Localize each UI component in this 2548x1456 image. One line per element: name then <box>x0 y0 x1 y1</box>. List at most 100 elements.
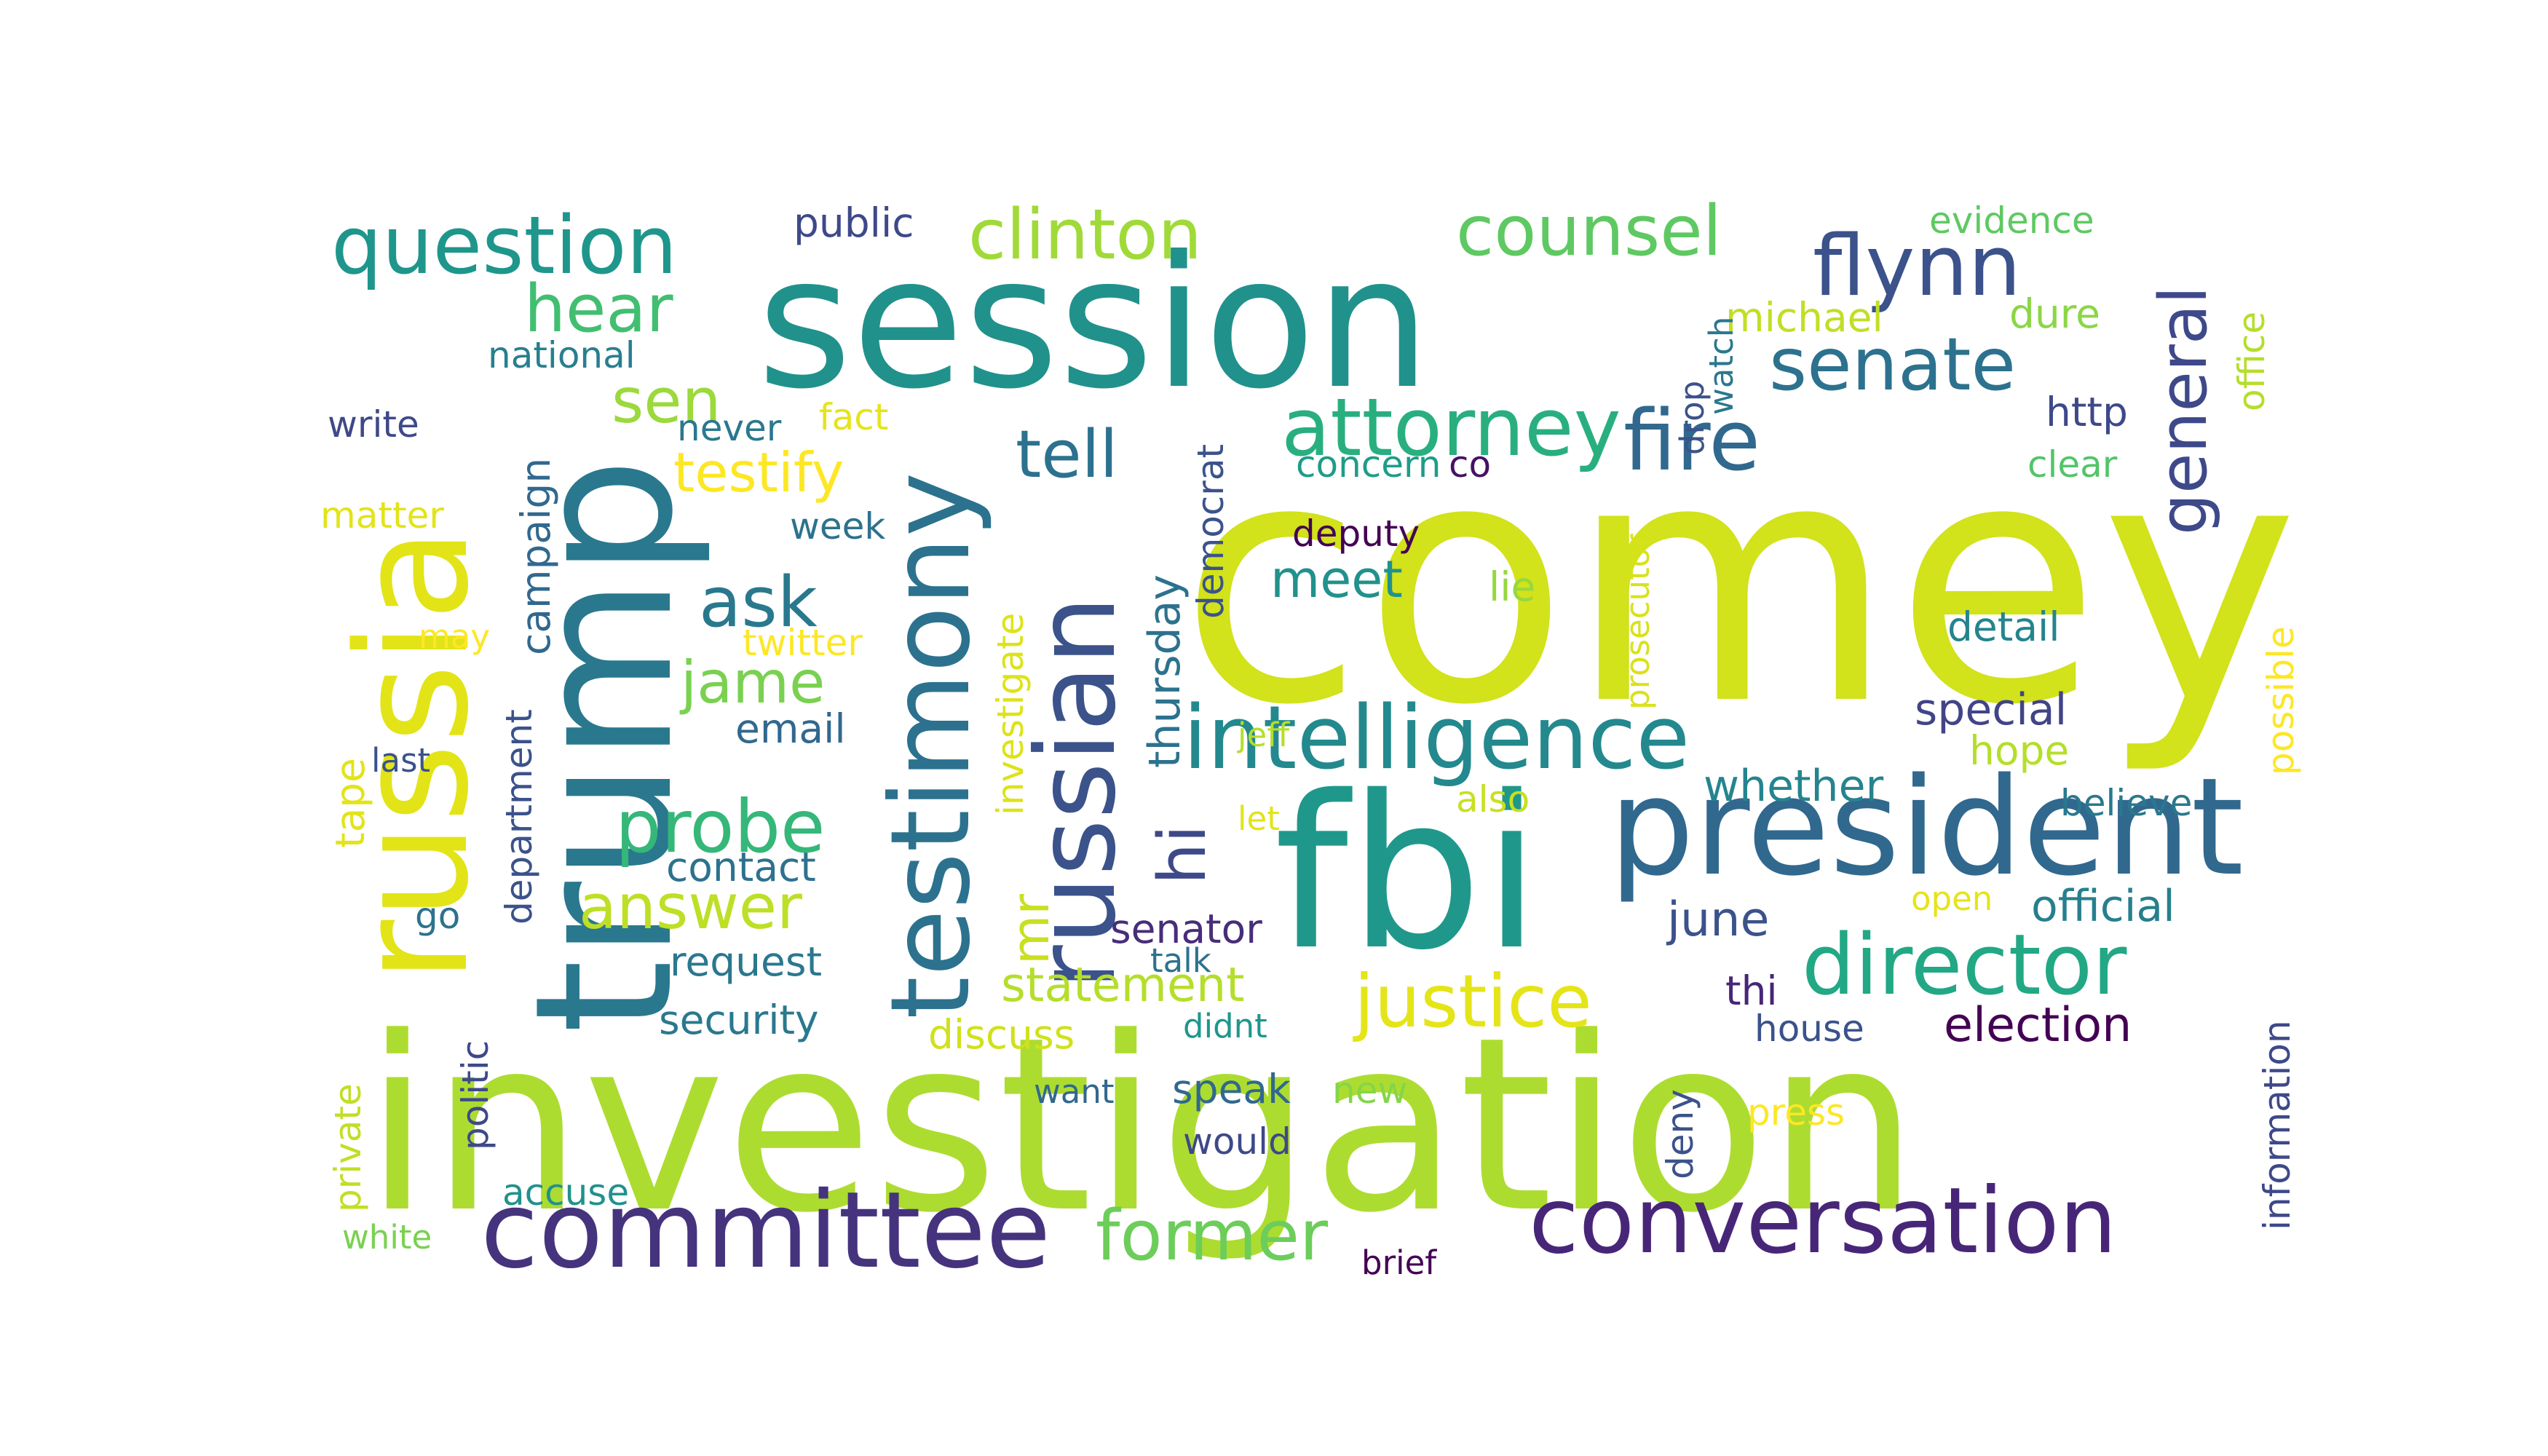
word-general: general <box>2145 286 2222 535</box>
word-ask: ask <box>699 563 818 643</box>
word-session: session <box>757 217 1431 429</box>
word-lie: lie <box>1489 563 1535 610</box>
word-democrat: democrat <box>1190 444 1232 619</box>
word-answer: answer <box>579 871 802 943</box>
word-clinton: clinton <box>968 195 1202 275</box>
word-talk: talk <box>1150 941 1211 980</box>
word-never: never <box>677 407 782 449</box>
word-whether: whether <box>1704 761 1883 812</box>
word-last: last <box>371 741 430 780</box>
word-campaign: campaign <box>513 458 559 655</box>
word-politic: politic <box>454 1040 496 1150</box>
word-former: former <box>1096 1196 1329 1276</box>
word-watch: watch <box>1702 317 1741 415</box>
word-private: private <box>327 1083 369 1212</box>
word-justice: justice <box>1353 959 1592 1044</box>
word-concern: concern <box>1296 443 1441 486</box>
word-fact: fact <box>819 396 888 438</box>
word-president: president <box>1609 748 2244 906</box>
word-security: security <box>659 997 819 1043</box>
word-statement: statement <box>1001 958 1245 1013</box>
word-investigate: investigate <box>989 613 1032 815</box>
word-deputy: deputy <box>1292 513 1420 555</box>
word-hear: hear <box>524 271 673 347</box>
word-house: house <box>1754 1008 1864 1050</box>
word-meet: meet <box>1270 550 1403 609</box>
word-testify: testify <box>673 440 844 505</box>
word-may: may <box>419 617 490 656</box>
word-testimony: testimony <box>868 472 994 1019</box>
word-accuse: accuse <box>502 1171 629 1214</box>
word-attorney: attorney <box>1281 381 1621 474</box>
word-week: week <box>790 505 885 547</box>
word-evidence: evidence <box>1929 199 2094 242</box>
word-russian: russian <box>1013 596 1140 990</box>
word-fbi: fbi <box>1274 751 1541 997</box>
word-special: special <box>1915 684 2067 735</box>
word-jame: jame <box>679 649 825 716</box>
word-believe: believe <box>2060 782 2192 824</box>
word-senate: senate <box>1769 322 2016 407</box>
word-conversation: conversation <box>1529 1168 2117 1274</box>
word-senator: senator <box>1110 906 1262 952</box>
word-michael: michael <box>1725 294 1883 341</box>
word-office: office <box>2231 312 2273 411</box>
word-http: http <box>2046 389 2128 435</box>
word-tell: tell <box>1016 416 1118 493</box>
word-speak: speak <box>1172 1066 1291 1112</box>
word-question: question <box>331 199 677 292</box>
word-twitter: twitter <box>743 622 863 664</box>
word-dure: dure <box>2009 290 2100 337</box>
word-june: june <box>1666 893 1769 947</box>
word-intelligence: intelligence <box>1183 688 1690 789</box>
word-request: request <box>670 938 822 985</box>
word-investigation: investigation <box>364 986 1919 1265</box>
word-committee: committee <box>480 1169 1051 1292</box>
word-prosecutor: prosecutor <box>1618 534 1657 710</box>
word-clear: clear <box>2027 443 2118 486</box>
word-let: let <box>1238 799 1280 838</box>
word-flynn: flynn <box>1813 218 2021 315</box>
word-want: want <box>1034 1072 1115 1111</box>
word-white: white <box>342 1218 432 1257</box>
word-drop: drop <box>1673 381 1712 455</box>
word-co: co <box>1449 443 1491 486</box>
word-comey: comey <box>1179 389 2299 778</box>
word-press: press <box>1747 1091 1845 1133</box>
word-thi: thi <box>1725 968 1778 1014</box>
word-hope: hope <box>1969 727 2069 774</box>
word-email: email <box>735 705 846 752</box>
word-department: department <box>498 709 540 925</box>
word-director: director <box>1802 917 2127 1014</box>
word-open: open <box>1911 879 1993 918</box>
word-sen: sen <box>612 365 721 438</box>
word-new: new <box>1332 1069 1407 1112</box>
word-hi: hi <box>1144 825 1221 885</box>
word-thursday: thursday <box>1139 574 1190 768</box>
word-information: information <box>2256 1020 2298 1230</box>
word-go: go <box>415 895 460 937</box>
word-mr: mr <box>1001 894 1061 965</box>
word-counsel: counsel <box>1456 191 1722 272</box>
word-write: write <box>328 403 419 446</box>
word-deny: deny <box>1659 1089 1701 1179</box>
word-fire: fire <box>1623 392 1760 490</box>
word-probe: probe <box>615 784 826 869</box>
word-jeff: jeff <box>1237 716 1290 754</box>
word-election: election <box>1944 998 2132 1053</box>
word-tape: tape <box>327 758 373 848</box>
word-also: also <box>1456 778 1530 820</box>
word-detail: detail <box>1947 604 2060 650</box>
word-contact: contact <box>666 844 816 890</box>
word-would: would <box>1183 1120 1291 1163</box>
word-brief: brief <box>1361 1243 1437 1282</box>
word-russia: russia <box>324 528 502 983</box>
word-public: public <box>794 199 914 246</box>
word-matter: matter <box>320 494 444 537</box>
word-national: national <box>488 334 636 376</box>
word-possible: possible <box>2260 626 2302 775</box>
word-trump: trump <box>495 457 715 1034</box>
word-official: official <box>2031 881 2175 932</box>
word-didnt: didnt <box>1183 1007 1267 1045</box>
